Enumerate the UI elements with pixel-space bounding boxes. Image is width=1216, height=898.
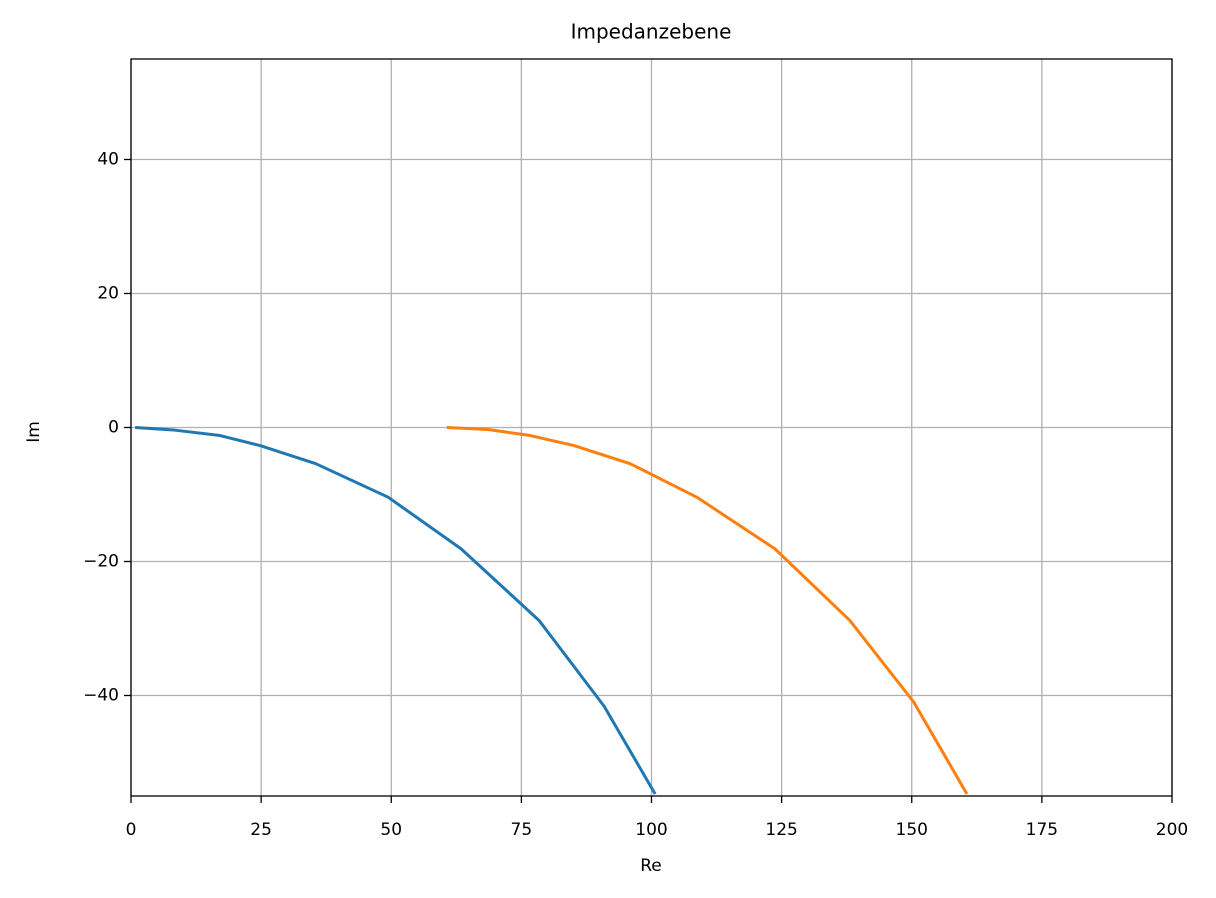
y-tick-label: −40 — [83, 686, 119, 706]
x-tick-label: 75 — [511, 820, 533, 840]
x-tick-label: 50 — [380, 820, 402, 840]
y-axis-label: Im — [24, 421, 44, 443]
x-tick-label: 25 — [250, 820, 272, 840]
x-tick-label: 200 — [1156, 820, 1188, 840]
x-tick-label: 150 — [896, 820, 928, 840]
y-tick-label: −20 — [83, 552, 119, 572]
lines — [135, 426, 969, 795]
x-tick-label: 0 — [126, 820, 137, 840]
x-axis-label: Re — [640, 856, 662, 876]
x-tick-label: 175 — [1026, 820, 1058, 840]
chart-title: Impedanzebene — [571, 20, 732, 44]
data-line — [446, 426, 969, 795]
y-tick-label: 40 — [97, 150, 119, 170]
x-tick-label: 100 — [635, 820, 667, 840]
data-line — [135, 426, 657, 795]
grid — [130, 59, 1173, 796]
x-tick-label: 125 — [765, 820, 797, 840]
y-tick-label: 20 — [97, 284, 119, 304]
y-tick-label: 0 — [108, 418, 119, 438]
